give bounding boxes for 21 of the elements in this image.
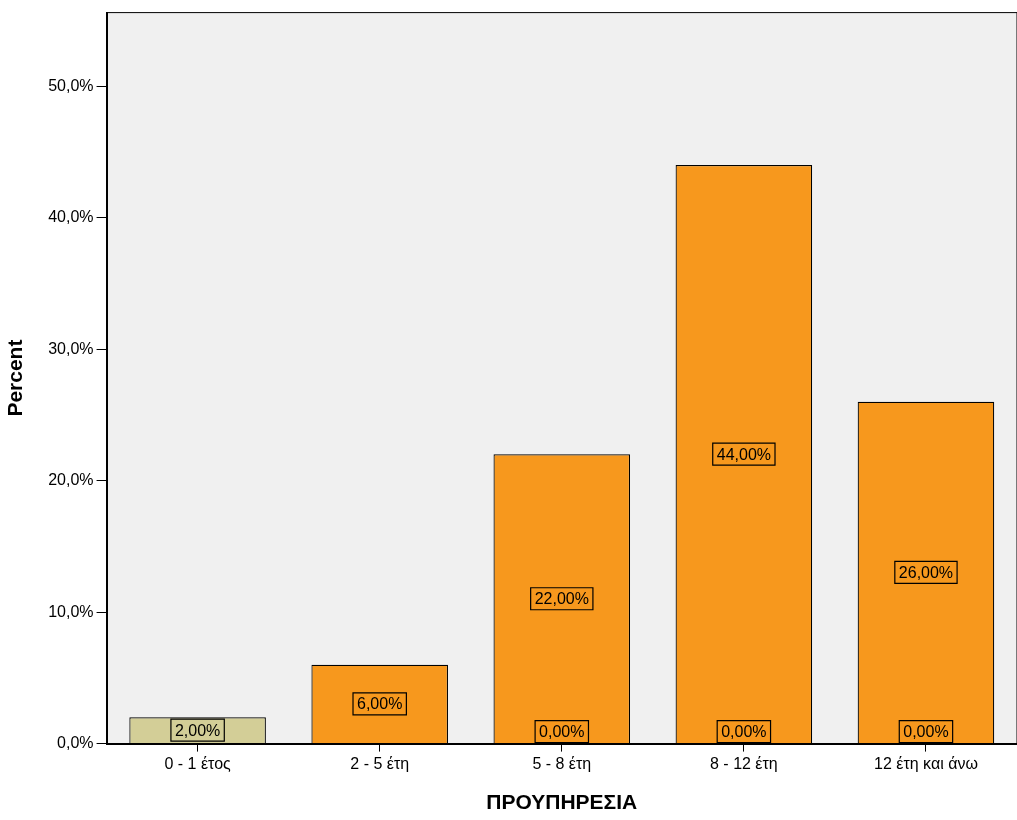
data-label: 26,00%: [898, 563, 954, 581]
data-label: 6,00%: [357, 695, 403, 713]
y-tick-label: 40,0%: [48, 208, 94, 226]
annotation: 0,00%: [721, 723, 767, 741]
x-tick-label: 2 - 5 έτη: [350, 754, 410, 772]
annotation: 0,00%: [539, 723, 585, 741]
x-tick-label: 8 - 12 έτη: [710, 754, 778, 772]
y-tick-label: 50,0%: [48, 76, 94, 94]
x-tick-label: 12 έτη και άνω: [874, 754, 978, 772]
x-axis-title: ΠΡΟΥΠΗΡΕΣΙΑ: [486, 790, 638, 814]
y-axis-title: Percent: [3, 339, 27, 417]
data-label: 44,00%: [716, 445, 771, 463]
data-label: 22,00%: [534, 590, 589, 608]
data-label: 2,00%: [174, 721, 221, 739]
y-tick-label: 0,0%: [57, 734, 94, 752]
x-tick-label: 0 - 1 έτος: [164, 754, 232, 772]
annotation: 0,00%: [903, 723, 949, 741]
x-tick-label: 5 - 8 έτη: [532, 754, 592, 772]
y-tick-label: 30,0%: [48, 339, 94, 357]
y-tick-label: 20,0%: [48, 471, 94, 489]
y-tick-label: 10,0%: [48, 602, 94, 620]
